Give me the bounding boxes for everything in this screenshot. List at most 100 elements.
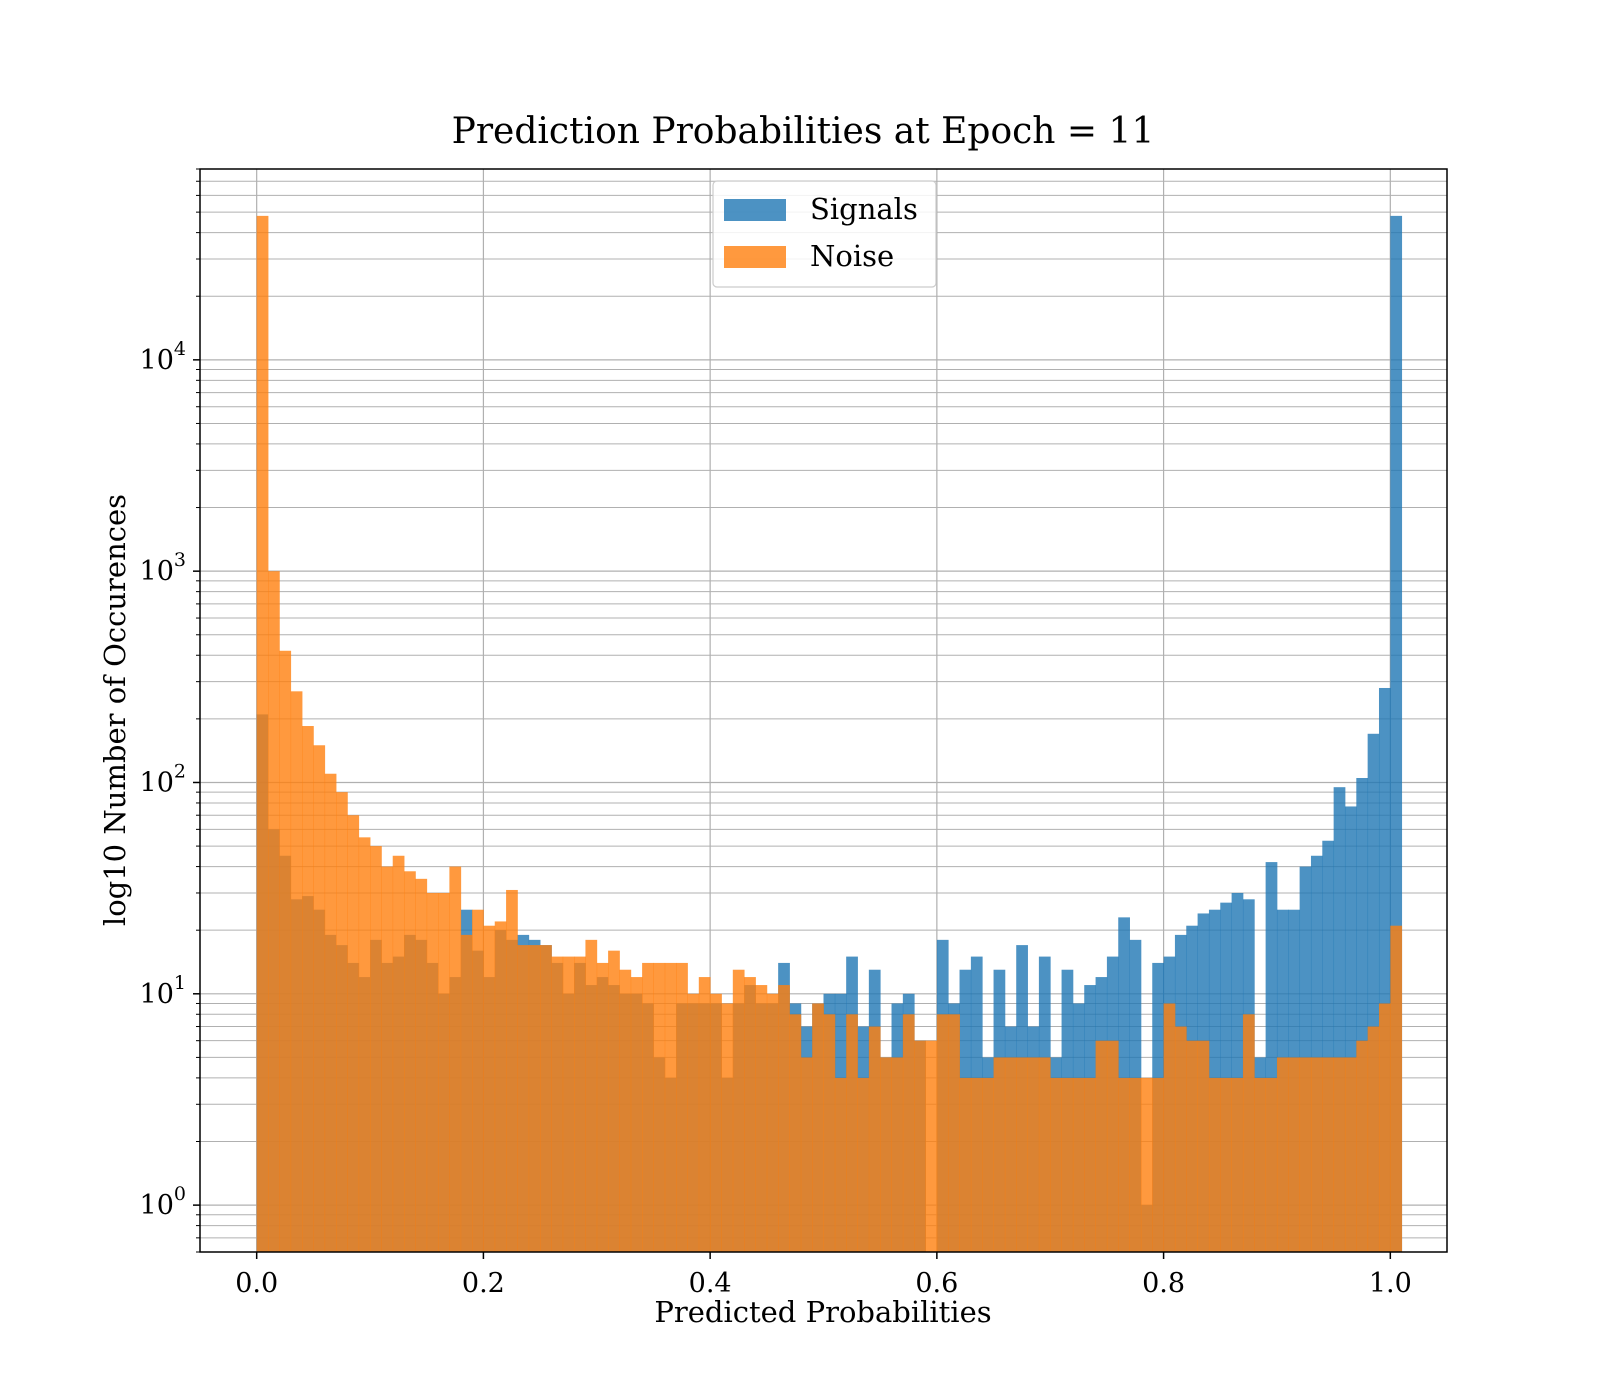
bar-noise (438, 892, 450, 1252)
bar-noise (1072, 1077, 1085, 1252)
bar-noise (574, 956, 586, 1252)
bar-noise (800, 1057, 813, 1252)
y-tick-label: 100 (140, 1183, 186, 1221)
x-tick-label: 0.6 (915, 1268, 958, 1299)
bar-signals (1367, 733, 1380, 1252)
legend-label-signals: Signals (810, 192, 918, 226)
bar-noise (290, 691, 303, 1252)
bar-signals (1390, 215, 1403, 1252)
bar-noise (1310, 1057, 1323, 1252)
bar-noise (336, 792, 348, 1252)
bar-noise (517, 945, 530, 1252)
bar-noise (1118, 1077, 1130, 1252)
bar-noise (1016, 1057, 1028, 1252)
bar-noise (449, 866, 462, 1252)
bar-signals (1344, 806, 1357, 1252)
legend-swatch-noise (724, 246, 786, 268)
bar-noise (1129, 1077, 1142, 1252)
bar-noise (279, 650, 292, 1252)
bar-noise (392, 855, 405, 1252)
bar-noise (857, 1077, 870, 1252)
bar-noise (766, 993, 779, 1252)
legend-swatch-signals (724, 199, 786, 221)
bar-noise (370, 846, 382, 1252)
bar-noise (1242, 1014, 1255, 1252)
bar-noise (404, 871, 416, 1252)
bar-noise (1299, 1057, 1312, 1252)
bar-noise (891, 1057, 904, 1252)
bar-noise (642, 962, 654, 1252)
bar-noise (812, 1003, 824, 1252)
bar-noise (1027, 1057, 1040, 1252)
bar-noise (868, 1026, 881, 1252)
bar-noise (1197, 1040, 1210, 1252)
bar-noise (324, 773, 337, 1252)
bar-noise (619, 969, 632, 1252)
bar-noise (914, 1040, 926, 1252)
bar-noise (302, 726, 314, 1252)
legend-label-noise: Noise (810, 239, 894, 273)
x-axis-ticks: 0.0 0.2 0.4 0.6 0.8 1.0 (235, 1252, 1412, 1299)
bar-noise (483, 925, 496, 1252)
y-axis-label: log10 Number of Occurences (98, 494, 132, 926)
bar-noise (1163, 1003, 1176, 1252)
bar-noise (880, 1057, 892, 1252)
y-axis-ticks: 100 101 102 103 104 (140, 168, 200, 1253)
bar-noise (540, 945, 552, 1252)
x-tick-label: 0.0 (235, 1268, 278, 1299)
bar-noise (1231, 1077, 1244, 1252)
bar-noise (948, 1014, 960, 1252)
bars (256, 215, 1403, 1252)
bar-noise (1208, 1077, 1221, 1252)
bar-noise (698, 977, 711, 1252)
bar-signals (1220, 902, 1233, 1252)
bar-noise (1390, 925, 1403, 1252)
bar-signals (1265, 862, 1278, 1252)
bar-noise (902, 1014, 915, 1252)
bar-noise (1152, 1077, 1164, 1252)
bar-noise (1276, 1057, 1289, 1252)
bar-noise (1254, 1077, 1267, 1252)
legend: Signals Noise (712, 180, 937, 288)
bar-noise (1265, 1077, 1278, 1252)
x-tick-label: 1.0 (1369, 1268, 1412, 1299)
bar-noise (653, 962, 666, 1252)
bar-noise (846, 1014, 858, 1252)
bar-noise (1333, 1057, 1346, 1252)
bar-noise (1084, 1077, 1096, 1252)
bar-noise (710, 993, 722, 1252)
bar-signals (1322, 840, 1335, 1252)
bar-noise (778, 985, 790, 1252)
bar-noise (1378, 1003, 1391, 1252)
bar-noise (381, 866, 394, 1252)
bar-noise (347, 815, 360, 1252)
bar-noise (687, 993, 700, 1252)
bar-noise (1356, 1040, 1369, 1252)
y-tick-label: 103 (140, 549, 186, 587)
bar-noise (744, 977, 756, 1252)
bar-noise (268, 571, 280, 1252)
bar-noise (676, 962, 688, 1252)
bar-noise (426, 892, 439, 1252)
bar-noise (993, 1057, 1006, 1252)
bar-signals (1310, 855, 1323, 1252)
x-tick-label: 0.2 (462, 1268, 505, 1299)
y-tick-label: 104 (140, 338, 186, 376)
bar-noise (936, 1014, 949, 1252)
bar-noise (460, 934, 473, 1252)
x-axis-label: Predicted Probabilities (654, 1295, 991, 1329)
y-tick-label: 101 (140, 972, 186, 1010)
bar-noise (528, 945, 541, 1252)
bar-noise (823, 1014, 836, 1252)
bar-signals (1231, 892, 1244, 1252)
bar-noise (358, 837, 371, 1252)
bar-noise (834, 1077, 847, 1252)
bar-noise (313, 745, 326, 1252)
bar-noise (608, 950, 620, 1252)
bar-signals (1333, 787, 1346, 1252)
bar-noise (472, 909, 484, 1252)
y-tick-label: 102 (140, 760, 186, 798)
bar-noise (959, 1077, 972, 1252)
bar-noise (664, 962, 677, 1252)
